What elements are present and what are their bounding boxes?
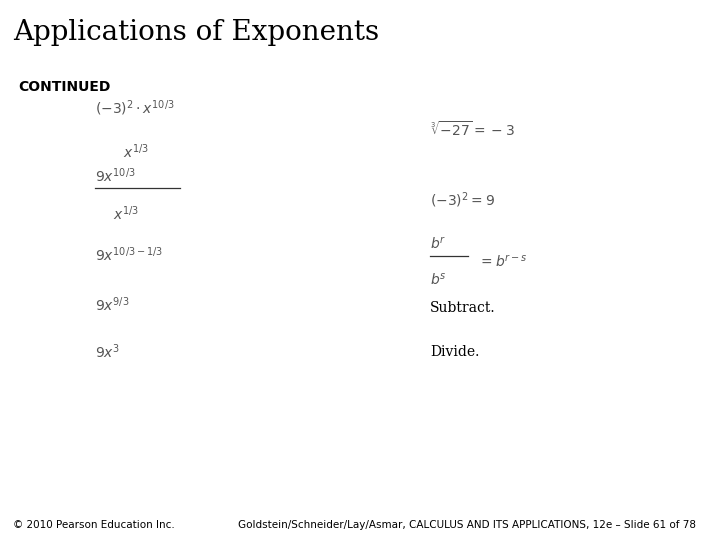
Text: Applications of Exponents: Applications of Exponents: [13, 19, 379, 46]
Text: Subtract.: Subtract.: [430, 301, 495, 315]
Text: $x^{1/3}$: $x^{1/3}$: [113, 204, 139, 222]
Text: $(-3)^2 = 9$: $(-3)^2 = 9$: [430, 190, 495, 210]
Text: Goldstein/Schneider/Lay/Asmar, CALCULUS AND ITS APPLICATIONS, 12e – Slide 61 of : Goldstein/Schneider/Lay/Asmar, CALCULUS …: [238, 520, 696, 530]
Text: $\sqrt[3]{-27} = -3$: $\sqrt[3]{-27} = -3$: [430, 120, 515, 139]
Text: CONTINUED: CONTINUED: [18, 80, 110, 94]
Text: $x^{1/3}$: $x^{1/3}$: [123, 142, 149, 160]
Text: $9x^3$: $9x^3$: [95, 343, 120, 361]
Text: $(-3)^2 \cdot x^{10/3}$: $(-3)^2 \cdot x^{10/3}$: [95, 98, 175, 118]
Text: Divide.: Divide.: [430, 345, 480, 359]
Text: $b^s$: $b^s$: [430, 272, 446, 288]
Text: $9x^{9/3}$: $9x^{9/3}$: [95, 296, 130, 314]
Text: $9x^{10/3}$: $9x^{10/3}$: [95, 166, 135, 185]
Text: © 2010 Pearson Education Inc.: © 2010 Pearson Education Inc.: [13, 520, 175, 530]
Text: $b^r$: $b^r$: [430, 236, 446, 252]
Text: $9x^{10/3-1/3}$: $9x^{10/3-1/3}$: [95, 246, 163, 264]
Text: $= b^{r-s}$: $= b^{r-s}$: [478, 254, 528, 270]
